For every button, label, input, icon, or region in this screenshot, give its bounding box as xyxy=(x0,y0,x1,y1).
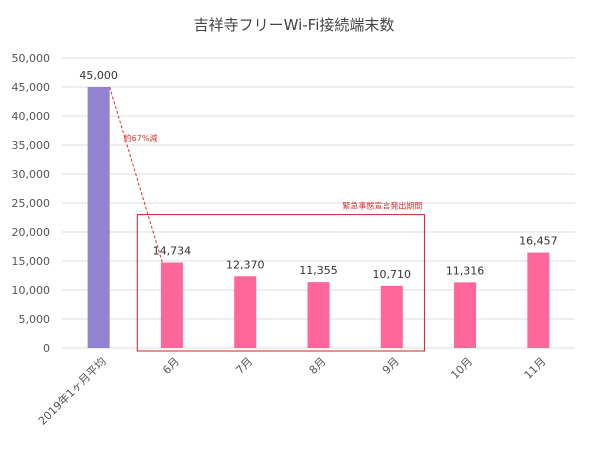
x-tick-label: 6月 xyxy=(160,355,182,377)
y-tick-label: 0 xyxy=(43,342,50,355)
decrease-annotation: 約67%減 xyxy=(124,133,158,143)
x-tick-label: 2019年1ヶ月平均 xyxy=(35,354,109,428)
x-tick-label: 10月 xyxy=(448,355,475,382)
bar xyxy=(234,276,257,348)
bar xyxy=(380,285,403,348)
data-label: 14,734 xyxy=(153,245,192,258)
emergency-period-label: 緊急事態宣言発出期間 xyxy=(342,201,422,211)
bar xyxy=(87,87,110,348)
bar xyxy=(160,262,183,348)
data-label: 11,316 xyxy=(446,264,485,277)
y-tick-label: 35,000 xyxy=(12,139,51,152)
data-label: 45,000 xyxy=(79,69,118,82)
data-label: 12,370 xyxy=(226,258,265,271)
y-tick-label: 30,000 xyxy=(12,168,51,181)
data-label: 16,457 xyxy=(519,235,558,248)
x-tick-label: 7月 xyxy=(233,355,255,377)
x-tick-label: 9月 xyxy=(380,355,402,377)
y-tick-label: 25,000 xyxy=(12,197,51,210)
bar xyxy=(307,282,330,348)
y-tick-label: 10,000 xyxy=(12,284,51,297)
y-tick-label: 5,000 xyxy=(19,313,51,326)
data-label: 10,710 xyxy=(373,268,412,281)
emergency-period-box xyxy=(136,214,425,352)
y-tick-label: 45,000 xyxy=(12,81,51,94)
decrease-line xyxy=(109,86,164,265)
x-tick-label: 8月 xyxy=(307,355,329,377)
chart-title: 吉祥寺フリーWi-Fi接続端末数 xyxy=(194,16,395,34)
x-tick-label: 11月 xyxy=(522,355,549,382)
y-tick-label: 15,000 xyxy=(12,255,51,268)
y-tick-label: 50,000 xyxy=(12,52,51,65)
y-tick-label: 40,000 xyxy=(12,110,51,123)
bar xyxy=(527,252,550,348)
bar xyxy=(454,282,477,348)
y-tick-label: 20,000 xyxy=(12,226,51,239)
data-label: 11,355 xyxy=(299,264,338,277)
